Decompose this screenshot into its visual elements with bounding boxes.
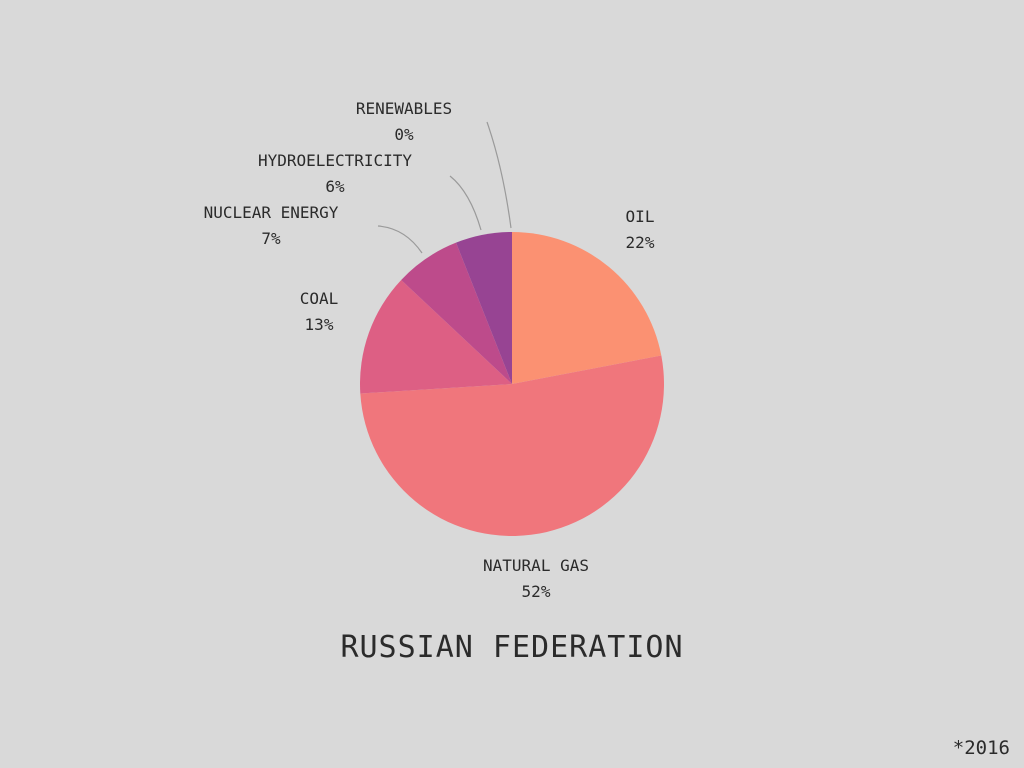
slice-name-oil: OIL xyxy=(625,207,655,226)
slice-name-nuclear-energy: NUCLEAR ENERGY xyxy=(203,203,339,222)
pie-slice-oil xyxy=(512,232,662,384)
slice-value-coal: 13% xyxy=(304,315,334,334)
slice-label-coal: COAL 13% xyxy=(300,286,339,338)
slice-value-oil: 22% xyxy=(625,233,655,252)
slice-label-oil: OIL 22% xyxy=(626,204,655,256)
leader-line-hydroelectricity xyxy=(449,175,482,231)
leader-lines xyxy=(377,121,512,254)
slice-value-hydroelectricity: 6% xyxy=(325,177,345,196)
slice-name-coal: COAL xyxy=(299,289,339,308)
pie-slice-hydroelectricity xyxy=(456,232,512,384)
leader-line-renewables xyxy=(486,121,512,229)
slice-name-natural-gas: NATURAL GAS xyxy=(483,556,589,575)
slice-value-nuclear-energy: 7% xyxy=(261,229,281,248)
leader-line-nuclear-energy xyxy=(377,225,423,254)
slice-label-nuclear-energy: NUCLEAR ENERGY 7% xyxy=(204,200,339,252)
chart-title: RUSSIAN FEDERATION xyxy=(340,630,684,665)
slice-name-hydroelectricity: HYDROELECTRICITY xyxy=(257,151,413,170)
pie-slice-nuclear-energy xyxy=(401,242,512,384)
slice-label-natural-gas: NATURAL GAS 52% xyxy=(483,553,589,605)
pie-slices xyxy=(359,232,664,536)
pie-slice-coal xyxy=(359,279,512,394)
pie-slice-natural-gas xyxy=(360,355,664,536)
footnote: *2016 xyxy=(952,737,1010,759)
slice-value-renewables: 0% xyxy=(394,125,414,144)
slice-value-natural-gas: 52% xyxy=(521,582,551,601)
slice-name-renewables: RENEWABLES xyxy=(355,99,453,118)
slice-label-renewables: RENEWABLES 0% xyxy=(356,96,452,148)
slice-label-hydroelectricity: HYDROELECTRICITY 6% xyxy=(258,148,412,200)
